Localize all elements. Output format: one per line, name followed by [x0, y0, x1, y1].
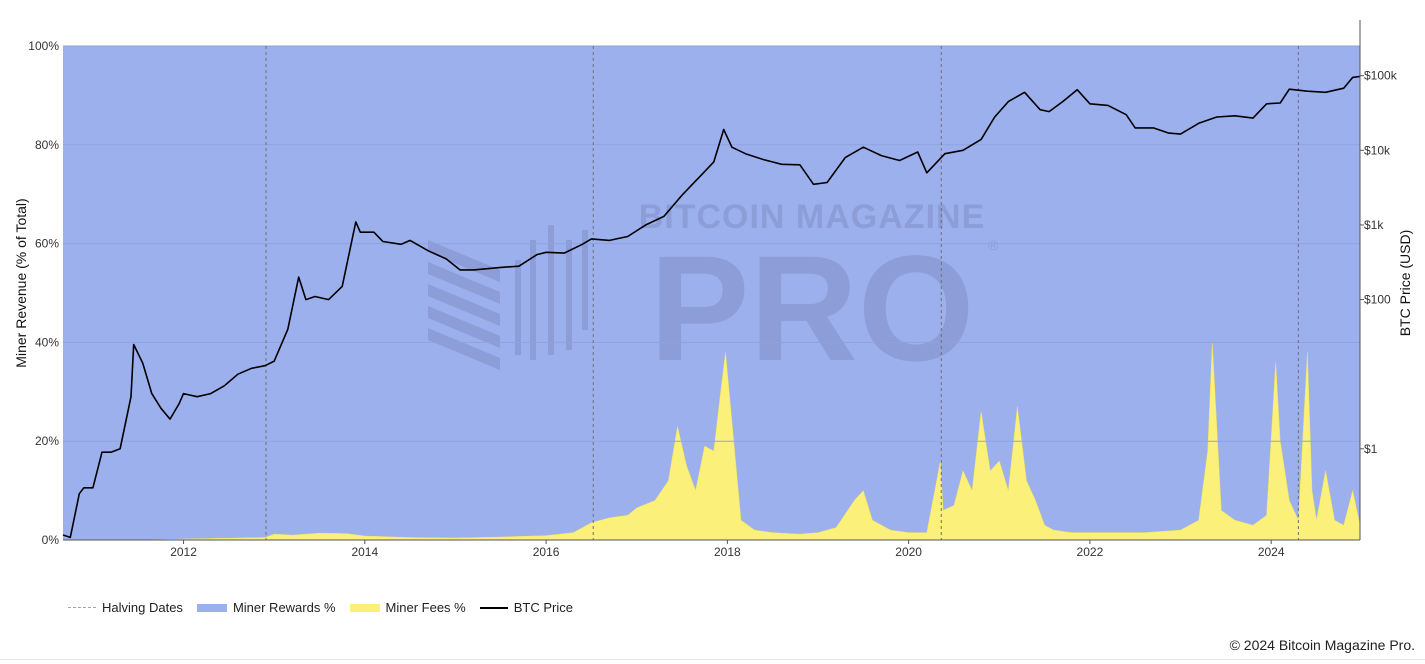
halving-swatch: [68, 607, 96, 608]
legend-item-fees[interactable]: Miner Fees %: [349, 600, 466, 615]
btc-price-line: [62, 75, 1361, 539]
logo-stripe: [428, 306, 500, 348]
y-axis-left-title: Miner Revenue (% of Total): [13, 198, 29, 367]
rewards-swatch: [196, 603, 227, 612]
y-right-tick-label: $100k: [1364, 69, 1398, 83]
legend: Halving Dates Miner Rewards % Miner Fees…: [68, 600, 573, 615]
logo-bar: [530, 240, 536, 360]
logo-stripe: [428, 284, 500, 326]
x-tick-label: 2022: [1077, 545, 1104, 559]
legend-label-rewards: Miner Rewards %: [232, 600, 336, 615]
y-left-tick-label: 40%: [35, 335, 59, 349]
legend-label-halving: Halving Dates: [102, 600, 183, 615]
logo-stripe: [428, 262, 500, 304]
logo-bar: [548, 225, 554, 355]
copyright-credit: © 2024 Bitcoin Magazine Pro.: [1229, 637, 1415, 653]
legend-label-price: BTC Price: [513, 600, 573, 615]
y-right-tick-label: $1k: [1364, 218, 1384, 232]
x-tick-label: 2020: [895, 545, 922, 559]
y-left-tick-label: 100%: [28, 39, 59, 53]
watermark-text: BITCOIN MAGAZINE: [639, 198, 986, 236]
price-swatch: [479, 606, 508, 609]
y-left-tick-label: 60%: [35, 237, 59, 251]
y-left-tick-label: 80%: [35, 138, 59, 152]
x-tick-label: 2024: [1258, 545, 1285, 559]
y-axis-right-title: BTC Price (USD): [1397, 230, 1413, 337]
watermark-pro: PRO: [649, 224, 974, 392]
legend-item-price[interactable]: BTC Price: [479, 600, 573, 615]
y-right-tick-label: $1: [1364, 442, 1378, 456]
x-tick-label: 2012: [170, 545, 197, 559]
miner-fees-area: [63, 342, 1361, 541]
fees-swatch: [349, 603, 380, 612]
legend-item-halving[interactable]: Halving Dates: [68, 600, 183, 615]
logo-bar: [515, 260, 521, 355]
y-right-tick-label: $10k: [1364, 143, 1391, 157]
logo-bar: [582, 230, 588, 330]
y-left-tick-label: 20%: [35, 434, 59, 448]
watermark-registered: ®: [988, 237, 999, 253]
watermark-logo-icon: [428, 225, 588, 370]
x-tick-label: 2016: [533, 545, 560, 559]
legend-item-rewards[interactable]: Miner Rewards %: [196, 600, 336, 615]
y-left-tick-label: 0%: [42, 533, 60, 547]
logo-bar: [566, 240, 572, 350]
x-tick-label: 2014: [351, 545, 378, 559]
divider: [0, 659, 1425, 660]
x-tick-label: 2018: [714, 545, 741, 559]
logo-stripe: [428, 240, 500, 282]
legend-label-fees: Miner Fees %: [385, 600, 466, 615]
y-right-tick-label: $100: [1364, 293, 1391, 307]
logo-stripe: [428, 328, 500, 370]
